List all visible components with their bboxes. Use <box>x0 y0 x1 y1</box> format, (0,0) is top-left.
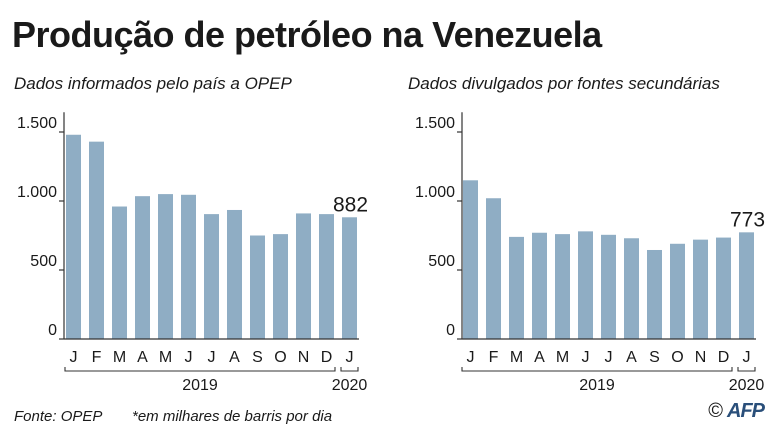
bar-left-1 <box>89 141 104 339</box>
x-tick-label: J <box>208 349 216 366</box>
bar-left-2 <box>112 206 127 339</box>
bar-right-11 <box>716 237 731 339</box>
x-tick-label: F <box>489 349 499 366</box>
bar-left-12 <box>342 217 357 339</box>
x-tick-label: A <box>137 349 148 366</box>
bar-left-11 <box>319 214 334 339</box>
x-tick-label: M <box>510 349 523 366</box>
y-tick-label: 1.000 <box>415 184 455 201</box>
year-bracket <box>461 367 733 372</box>
page-title: Produção de petróleo na Venezuela <box>12 14 602 55</box>
bar-right-9 <box>670 243 685 339</box>
x-tick-label: J <box>605 349 613 366</box>
y-tick-label: 0 <box>48 322 57 339</box>
x-tick-label: N <box>695 349 707 366</box>
y-tick-label: 1.500 <box>415 115 455 132</box>
x-tick-label: O <box>274 349 286 366</box>
x-tick-label: S <box>252 349 263 366</box>
bar-right-8 <box>647 249 662 339</box>
year-label: 2019 <box>579 377 615 394</box>
y-tick-label: 1.500 <box>17 115 57 132</box>
bar-left-4 <box>158 194 173 339</box>
year-label: 2020 <box>729 377 765 394</box>
x-tick-label: M <box>113 349 126 366</box>
bar-right-2 <box>509 236 524 339</box>
last-value-callout: 773 <box>730 208 765 231</box>
y-tick-label: 500 <box>30 253 57 270</box>
y-tick-label: 0 <box>446 322 455 339</box>
bar-right-4 <box>555 234 570 339</box>
x-tick-label: D <box>718 349 730 366</box>
year-bracket <box>340 367 359 372</box>
x-tick-label: J <box>467 349 475 366</box>
x-tick-label: D <box>321 349 333 366</box>
afp-logo: AFP <box>727 400 765 422</box>
x-tick-label: S <box>649 349 660 366</box>
bar-right-6 <box>601 234 616 339</box>
x-tick-label: F <box>92 349 102 366</box>
year-bracket <box>64 367 336 372</box>
y-tick-label: 1.000 <box>17 184 57 201</box>
unit-note: *em milhares de barris por dia <box>132 408 333 425</box>
source-note: Fonte: OPEP <box>14 408 103 425</box>
x-tick-label: A <box>626 349 637 366</box>
year-label: 2019 <box>182 377 218 394</box>
bar-right-3 <box>532 232 547 339</box>
bar-left-7 <box>227 209 242 339</box>
copyright-symbol: © <box>708 400 723 422</box>
x-tick-label: A <box>534 349 545 366</box>
x-tick-label: M <box>159 349 172 366</box>
bar-right-1 <box>486 198 501 339</box>
x-tick-label: J <box>346 349 354 366</box>
bar-left-5 <box>181 194 196 339</box>
x-tick-label: J <box>70 349 78 366</box>
bar-right-10 <box>693 239 708 339</box>
right-chart-subtitle: Dados divulgados por fontes secundárias <box>408 74 720 93</box>
x-tick-label: N <box>298 349 310 366</box>
afp-credit: © AFP <box>708 400 765 423</box>
bar-left-6 <box>204 214 219 339</box>
bar-left-10 <box>296 213 311 339</box>
bar-right-12 <box>739 232 754 339</box>
bar-right-7 <box>624 238 639 339</box>
x-tick-label: A <box>229 349 240 366</box>
x-tick-label: J <box>743 349 751 366</box>
last-value-callout: 882 <box>333 193 368 216</box>
left-chart-subtitle: Dados informados pelo país a OPEP <box>14 74 292 93</box>
x-tick-label: J <box>185 349 193 366</box>
bar-right-5 <box>578 231 593 339</box>
bar-left-0 <box>66 134 81 339</box>
bar-left-9 <box>273 234 288 339</box>
bar-right-0 <box>463 180 478 339</box>
bar-left-3 <box>135 196 150 339</box>
y-tick-label: 500 <box>428 253 455 270</box>
year-bracket <box>737 367 756 372</box>
year-label: 2020 <box>332 377 368 394</box>
x-tick-label: O <box>671 349 683 366</box>
bar-left-8 <box>250 235 265 339</box>
x-tick-label: J <box>582 349 590 366</box>
x-tick-label: M <box>556 349 569 366</box>
